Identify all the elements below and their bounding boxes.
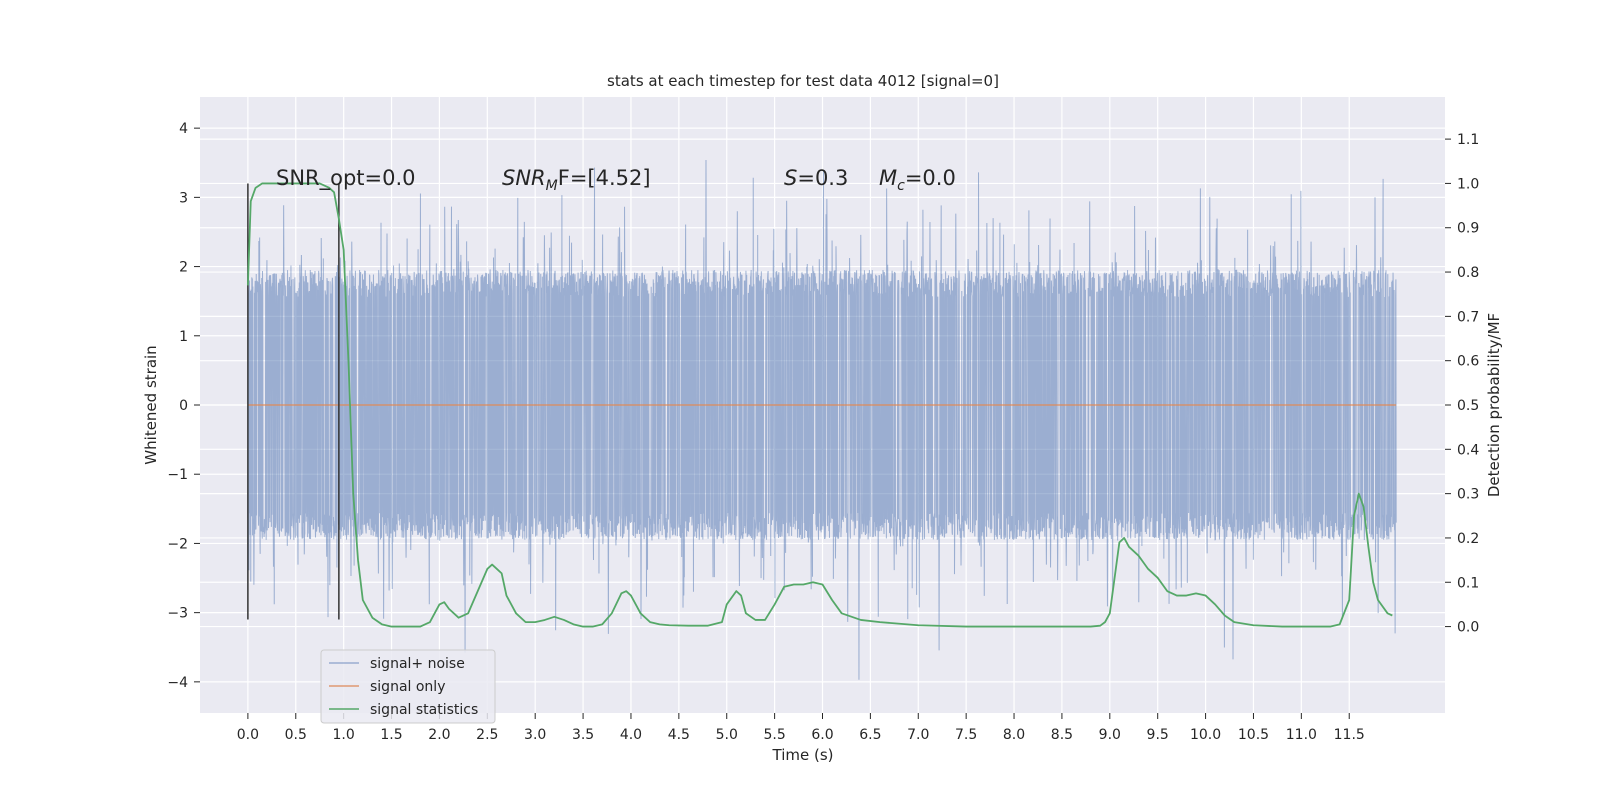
legend-label-stats: signal statistics: [370, 702, 478, 718]
annotation-mc: Mc=0.0: [879, 166, 956, 194]
noise-series: [247, 159, 1397, 680]
yr-tick-label-9: 0.2: [1457, 531, 1479, 547]
annotation-s-main: S: [784, 166, 797, 190]
yr-tick-label-8: 0.3: [1457, 487, 1479, 503]
yr-tick-label-6: 0.5: [1457, 398, 1479, 414]
annotation-snr-mf: SNRMF=[4.52]: [502, 166, 651, 194]
x-tick-label-22: 11.0: [1286, 727, 1317, 743]
y-right-axis-ticks: 1.1 1.0 0.9 0.8 0.7 0.6 0.5 0.4 0.3 0.2 0.1 0.0: [1445, 132, 1479, 636]
legend-label-signal: signal only: [370, 679, 445, 695]
x-tick-label-18: 9.0: [1099, 727, 1121, 743]
legend: signal+ noise signal only signal statist…: [320, 649, 496, 724]
annotation-s-tail: =0.3: [797, 166, 848, 190]
x-tick-label-5: 2.5: [476, 727, 498, 743]
yr-tick-label-3: 0.8: [1457, 265, 1479, 281]
y-right-axis-label: Detection probability/MF: [1485, 313, 1503, 497]
signal-statistics-line: [246, 182, 1393, 628]
x-tick-label-0: 0.0: [237, 727, 259, 743]
y-left-axis-ticks: 4 3 2 1 0 −1 −2 −3 −4: [167, 121, 200, 691]
legend-label-noise: signal+ noise: [370, 656, 465, 672]
x-tick-label-20: 10.0: [1190, 727, 1221, 743]
x-tick-label-8: 4.0: [620, 727, 642, 743]
yr-tick-label-7: 0.4: [1457, 442, 1479, 458]
yl-tick-label-0: 4: [179, 121, 188, 137]
x-tick-label-1: 0.5: [285, 727, 307, 743]
x-tick-label-11: 5.5: [763, 727, 785, 743]
yr-tick-label-0: 1.1: [1457, 132, 1479, 148]
x-tick-label-15: 7.5: [955, 727, 977, 743]
x-tick-label-2: 1.0: [333, 727, 355, 743]
yl-tick-label-6: −2: [167, 536, 188, 552]
annotation-snr-mf-sub: M: [546, 178, 558, 194]
x-tick-label-21: 10.5: [1238, 727, 1269, 743]
yr-tick-label-11: 0.0: [1457, 620, 1479, 636]
x-tick-label-7: 3.5: [572, 727, 594, 743]
yl-tick-label-5: −1: [167, 467, 188, 483]
yl-tick-label-2: 2: [179, 260, 188, 276]
x-tick-label-4: 2.0: [428, 727, 450, 743]
x-tick-label-3: 1.5: [380, 727, 402, 743]
annotation-snr-opt: SNR_opt=0.0: [276, 166, 416, 191]
yl-tick-label-8: −4: [167, 675, 188, 691]
chart-title: stats at each timestep for test data 401…: [607, 72, 999, 90]
yr-tick-label-5: 0.6: [1457, 354, 1479, 370]
yl-tick-label-1: 3: [179, 190, 188, 206]
x-tick-label-23: 11.5: [1334, 727, 1365, 743]
x-tick-label-14: 7.0: [907, 727, 929, 743]
x-axis-ticks: 0.0 0.5 1.0 1.5 2.0 2.5 3.0 3.5 4.0 4.5 5.0 5.5 6.0 6…: [237, 713, 1365, 743]
x-tick-label-16: 8.0: [1003, 727, 1025, 743]
annotation-mc-main: M: [879, 166, 897, 190]
x-tick-label-10: 5.0: [716, 727, 738, 743]
annotation-snr-mf-main: SNR: [502, 166, 546, 190]
yr-tick-label-4: 0.7: [1457, 309, 1479, 325]
y-left-axis-label: Whitened strain: [142, 345, 160, 464]
legend-box: [320, 649, 496, 724]
x-tick-label-19: 9.5: [1147, 727, 1169, 743]
yl-tick-label-4: 0: [179, 398, 188, 414]
yl-tick-label-3: 1: [179, 329, 188, 345]
x-tick-label-9: 4.5: [668, 727, 690, 743]
yl-tick-label-7: −3: [167, 606, 188, 622]
x-axis-label: Time (s): [772, 746, 834, 764]
yr-tick-label-1: 1.0: [1457, 176, 1479, 192]
x-tick-label-17: 8.5: [1051, 727, 1073, 743]
annotation-mc-sub: c: [897, 178, 905, 194]
annotation-snr-mf-tail: F=[4.52]: [558, 166, 651, 190]
signal-statistics-series: [246, 182, 1393, 628]
annotation-mc-tail: =0.0: [905, 166, 956, 190]
x-tick-label-13: 6.5: [859, 727, 881, 743]
x-tick-label-6: 3.0: [524, 727, 546, 743]
noise-line: [247, 159, 1397, 680]
time-markers: [247, 183, 340, 620]
x-tick-label-12: 6.0: [811, 727, 833, 743]
yr-tick-label-2: 0.9: [1457, 221, 1479, 237]
annotation-s: S=0.3: [784, 166, 848, 190]
yr-tick-label-10: 0.1: [1457, 575, 1479, 591]
